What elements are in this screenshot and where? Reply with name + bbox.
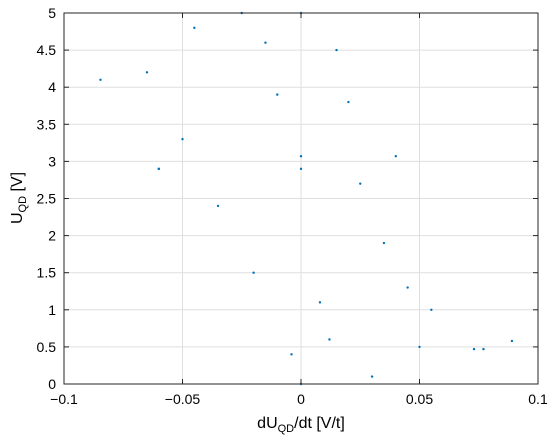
x-axis-label-subscript: QD	[278, 423, 295, 435]
x-axis-label: dUQD/dt [V/t]	[257, 415, 345, 435]
y-tick-label: 0	[48, 376, 56, 392]
y-axis-label: UQD [V]	[9, 172, 29, 224]
y-tick-label: 2.5	[37, 191, 57, 207]
y-tick-label: 0.5	[37, 339, 57, 355]
data-point	[99, 78, 102, 81]
y-tick-label: 1.5	[37, 265, 57, 281]
axis-ticks: −0.1 −0.05 0 0.05 0.1 0 0.5 1 1.5 2 2.5 3 3.5 4 4.5 5	[37, 5, 548, 407]
data-point	[382, 241, 386, 245]
data-point	[328, 338, 331, 341]
x-axis-label-base: dU	[257, 415, 277, 432]
y-tick-label: 5	[48, 5, 56, 21]
y-tick-label: 3.5	[37, 116, 57, 132]
y-axis-label-base: U	[9, 212, 26, 224]
x-tick-label: 0.1	[528, 391, 548, 407]
data-point	[394, 155, 397, 158]
y-axis-label-subscript: QD	[17, 196, 29, 213]
y-axis-label-rest: [V]	[9, 172, 26, 196]
y-tick-label: 4.5	[37, 42, 57, 58]
data-point	[335, 48, 338, 52]
data-point	[318, 301, 322, 304]
data-point	[482, 347, 485, 351]
y-tick-label: 3	[48, 153, 56, 169]
data-point	[252, 271, 255, 274]
x-tick-label: −0.05	[165, 391, 201, 407]
data-point	[510, 339, 514, 343]
data-point	[418, 345, 421, 349]
y-tick-label: 1	[48, 302, 56, 318]
data-point	[216, 204, 220, 208]
data-point	[406, 286, 409, 289]
x-tick-label: −0.1	[50, 391, 78, 407]
data-point	[193, 26, 196, 30]
data-point	[370, 375, 374, 378]
data-point	[430, 308, 433, 311]
data-point	[290, 353, 293, 356]
y-tick-label: 2	[48, 228, 56, 244]
data-point	[347, 100, 350, 104]
x-axis-label-rest: /dt [V/t]	[294, 415, 345, 432]
x-tick-label: 0	[297, 391, 305, 407]
data-point	[276, 93, 279, 96]
data-point	[299, 167, 303, 171]
data-point	[299, 155, 303, 158]
data-points	[99, 11, 514, 386]
data-point	[472, 347, 476, 351]
data-point	[145, 71, 149, 74]
data-point	[359, 182, 362, 185]
data-point	[157, 167, 160, 171]
data-point	[181, 137, 184, 141]
x-tick-label: 0.05	[406, 391, 433, 407]
data-point	[264, 41, 267, 44]
y-tick-label: 4	[48, 79, 56, 95]
